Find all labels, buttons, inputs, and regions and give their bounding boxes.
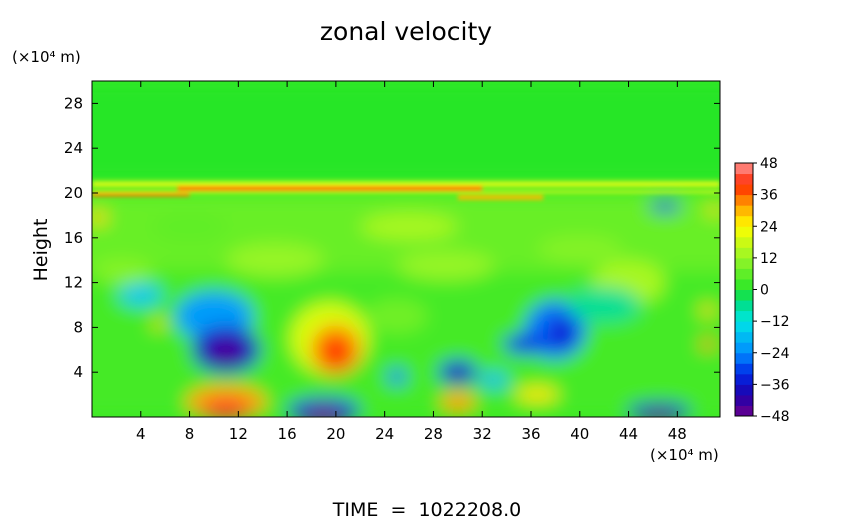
heatmap-blob [202, 397, 250, 417]
colorbar-band [735, 226, 753, 238]
x-tick-label: 16 [278, 425, 297, 443]
colorbar-band [735, 321, 753, 333]
x-tick-label: 20 [326, 425, 345, 443]
heatmap-strip [92, 191, 190, 197]
colorbar-band [735, 300, 753, 312]
colorbar-tick-label: 24 [760, 219, 778, 235]
x-tick-label: 24 [375, 425, 394, 443]
heatmap-blob [152, 213, 227, 241]
x-tick-label: 40 [570, 425, 589, 443]
heatmap-strip [92, 190, 720, 194]
colorbar-band [735, 173, 753, 185]
colorbar-tick-label: −12 [760, 314, 790, 330]
time-footer: TIME = 1022208.0 [332, 499, 521, 519]
heatmap-blob [396, 251, 495, 281]
heatmap-blob [440, 392, 475, 413]
heatmap-blob [92, 257, 153, 285]
y-tick-label: 28 [64, 94, 83, 112]
y-tick-label: 12 [64, 274, 83, 292]
colorbar-band [735, 310, 753, 322]
heatmap-blob [515, 386, 560, 403]
colorbar-band [735, 257, 753, 269]
x-tick-label: 8 [185, 425, 195, 443]
colorbar-tick-label: 48 [760, 156, 778, 172]
y-tick-label: 8 [73, 318, 83, 336]
heatmap-blob [502, 334, 547, 355]
colorbar-tick-label: 12 [760, 251, 778, 267]
heatmap-blob [360, 213, 458, 241]
colorbar-band [735, 384, 753, 396]
heatmap-blob [699, 305, 717, 317]
x-axis: 4 8 12 16 20 24 28 32 36 40 44 48 [136, 81, 687, 443]
heatmap-strip [92, 180, 720, 184]
colorbar-band [735, 215, 753, 227]
x-tick-label: 36 [521, 425, 540, 443]
heatmap-blob [305, 406, 342, 417]
heatmap-blob [366, 299, 428, 334]
y-tick-label: 20 [64, 184, 83, 202]
heatmap-blob [387, 368, 407, 385]
heatmap-blob [92, 210, 108, 225]
y-unit-label: (×10⁴ m) [12, 48, 81, 66]
y-tick-label: 24 [64, 139, 83, 157]
x-tick-label: 48 [668, 425, 687, 443]
heatmap-strip [177, 186, 483, 191]
colorbar-band [735, 331, 753, 343]
x-tick-label: 28 [424, 425, 443, 443]
heatmap-blob [479, 372, 510, 388]
heatmap-blob [322, 338, 350, 366]
colorbar-band [735, 163, 753, 175]
colorbar-band [735, 342, 753, 354]
colorbar-band [735, 268, 753, 280]
colorbar-tick-label: 0 [760, 283, 769, 299]
x-unit-label: (×10⁴ m) [650, 446, 719, 464]
heatmap-blob [649, 200, 681, 213]
heatmap-blob [567, 287, 641, 323]
y-axis-label: Height [30, 219, 52, 282]
heatmap-blob [151, 319, 167, 329]
plot-frame [91, 80, 721, 418]
heatmap-bands [92, 180, 720, 200]
x-tick-label: 12 [229, 425, 248, 443]
heatmap-blob [118, 283, 163, 307]
heatmap-band [92, 81, 720, 182]
colorbar-band [735, 194, 753, 206]
x-tick-label: 44 [619, 425, 638, 443]
heatmap-blob [446, 367, 469, 384]
colorbar-band [735, 373, 753, 385]
colorbar-tick-label: 36 [760, 188, 778, 204]
heatmap-blob [206, 337, 246, 367]
heatmap-strip [457, 195, 544, 200]
heatmap-blob [700, 338, 716, 350]
colorbar-band [735, 289, 753, 301]
colorbar-band [735, 184, 753, 196]
colorbar-band [735, 247, 753, 259]
colorbar-band [735, 352, 753, 364]
colorbar-band [735, 236, 753, 248]
colorbar-band [735, 363, 753, 375]
colorbar-tick-label: −24 [760, 346, 790, 362]
y-tick-label: 16 [64, 229, 83, 247]
colorbar-band [735, 278, 753, 290]
heatmap-blob [546, 316, 577, 350]
heatmap-strip [92, 183, 720, 187]
heatmap-blob [226, 243, 324, 277]
x-tick-label: 4 [136, 425, 146, 443]
y-tick-label: 4 [73, 363, 83, 381]
colorbar-band [735, 205, 753, 217]
colorbar-tick-label: −48 [760, 409, 790, 425]
heatmap-blob [644, 409, 674, 417]
chart-title: zonal velocity [320, 17, 492, 46]
colorbar: 48 36 24 12 0 −12 −24 −36 −48 [734, 156, 790, 425]
heatmap-field [92, 81, 720, 417]
x-tick-label: 32 [473, 425, 492, 443]
heatmap-blob [537, 235, 623, 263]
colorbar-tick-label: −36 [760, 377, 790, 393]
heatmap-plot [91, 80, 721, 418]
y-axis: 4 8 12 16 20 24 28 [64, 94, 720, 381]
colorbar-band [735, 405, 753, 417]
colorbar-band [735, 394, 753, 406]
heatmap-blob [706, 204, 720, 216]
